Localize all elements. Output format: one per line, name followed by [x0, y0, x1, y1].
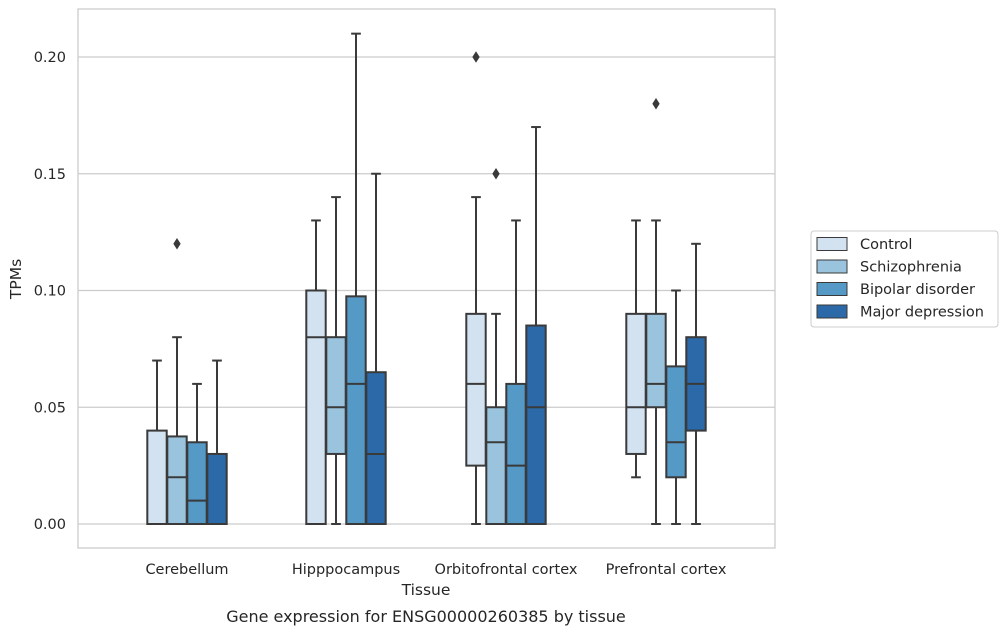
legend-frame: [810, 230, 999, 328]
iqr-box: [206, 452, 228, 526]
outlier-marker: [173, 238, 181, 250]
box-hipppocampus-bipolar-disorder: [345, 32, 367, 525]
x-axis-label: Tissue: [401, 581, 451, 599]
iqr-box: [525, 324, 547, 525]
y-tick-label: 0.00: [34, 517, 66, 533]
box-orbitofrontal-cortex-major-depression: [525, 126, 547, 525]
iqr-box: [365, 371, 387, 525]
legend-label: Bipolar disorder: [860, 282, 975, 298]
iqr-box: [485, 406, 507, 525]
iqr-box: [505, 382, 527, 525]
iqr-box: [305, 289, 327, 525]
legend-item-control: Control: [816, 237, 912, 253]
legend-item-bipolar-disorder: Bipolar disorder: [816, 282, 975, 298]
x-tick-label: Cerebellum: [145, 562, 228, 578]
iqr-box: [166, 435, 188, 525]
outlier-marker: [492, 168, 500, 180]
box-prefrontal-cortex-major-depression: [685, 242, 707, 525]
y-tick-label: 0.20: [34, 50, 66, 66]
box-orbitofrontal-cortex-bipolar-disorder: [505, 219, 527, 525]
y-tick-label: 0.05: [34, 400, 66, 416]
x-tick-label: Hipppocampus: [292, 562, 400, 578]
legend-swatch: [816, 282, 848, 296]
legend-swatch: [816, 237, 848, 251]
outlier-marker: [652, 97, 660, 110]
legend-label: Major depression: [860, 305, 984, 321]
iqr-box: [345, 295, 367, 525]
box-prefrontal-cortex-bipolar-disorder: [665, 289, 687, 525]
legend-label: Schizophrenia: [860, 260, 962, 276]
box-prefrontal-cortex-schizophrenia: [645, 97, 667, 525]
y-tick-label: 0.10: [34, 284, 66, 300]
x-axis-ticks: Cerebellum Hipppocampus Orbitofrontal cort…: [145, 562, 726, 578]
iqr-box: [625, 312, 647, 455]
iqr-box: [146, 429, 168, 526]
iqr-box: [645, 312, 667, 409]
box-hipppocampus-major-depression: [365, 172, 387, 525]
legend-label: Control: [860, 237, 912, 253]
legend-swatch: [816, 304, 848, 319]
box-hipppocampus-control: [305, 219, 327, 525]
y-tick-label: 0.15: [34, 167, 66, 183]
iqr-box: [465, 312, 487, 467]
plot-frame: [77, 8, 776, 549]
box-prefrontal-cortex-control: [625, 219, 647, 479]
iqr-box: [325, 336, 347, 455]
box-hipppocampus-schizophrenia: [325, 196, 347, 525]
box-cerebellum-bipolar-disorder: [186, 382, 208, 525]
x-tick-label: Orbitofrontal cortex: [435, 562, 578, 578]
box-cerebellum-schizophrenia: [166, 238, 188, 525]
legend-item-major-depression: Major depression: [816, 304, 984, 321]
legend-item-schizophrenia: Schizophrenia: [816, 259, 962, 276]
y-axis-label: TPMs: [7, 259, 25, 300]
y-axis-ticks: 0.00 0.05 0.10 0.15 0.20: [34, 50, 66, 533]
box-orbitofrontal-cortex-control: [465, 51, 487, 525]
iqr-box: [665, 365, 687, 479]
x-tick-label: Prefrontal cortex: [606, 562, 727, 578]
box-cerebellum-major-depression: [206, 359, 228, 526]
box-orbitofrontal-cortex-schizophrenia: [485, 168, 507, 525]
box-cerebellum-control: [146, 359, 168, 526]
outlier-marker: [472, 51, 480, 63]
chart-caption: Gene expression for ENSG00000260385 by t…: [226, 607, 626, 626]
legend: Control Schizophrenia Bipolar disorder Majo…: [810, 230, 999, 328]
legend-swatch: [816, 259, 848, 274]
boxes: [146, 32, 707, 526]
iqr-box: [186, 441, 208, 525]
